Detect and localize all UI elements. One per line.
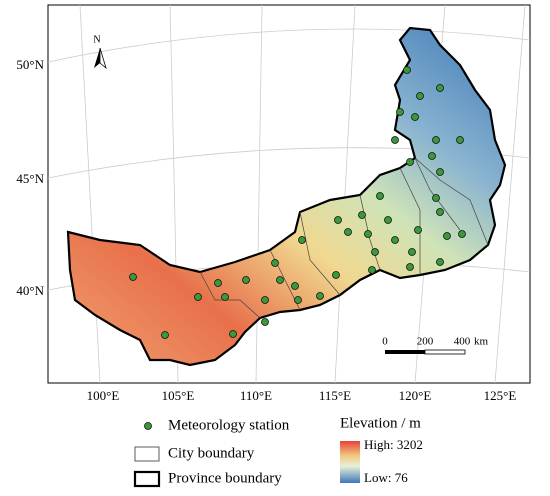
legend-label: Province boundary bbox=[168, 470, 282, 486]
elevation-colorbar bbox=[340, 441, 360, 483]
legend-label: City boundary bbox=[168, 445, 255, 461]
scale-label: 200 bbox=[417, 336, 434, 348]
elevation-high: High: 3202 bbox=[364, 437, 423, 452]
lon-label: 120°E bbox=[399, 388, 432, 403]
north-label: N bbox=[93, 34, 100, 45]
north-arrow: N bbox=[93, 34, 107, 70]
scale-unit: km bbox=[474, 336, 489, 348]
elevation-low: Low: 76 bbox=[364, 470, 408, 485]
lon-label: 115°E bbox=[319, 388, 351, 403]
scale-label: 0 bbox=[382, 336, 388, 348]
legend-label: Meteorology station bbox=[168, 417, 290, 433]
lon-label: 100°E bbox=[87, 388, 120, 403]
legend-city-symbol bbox=[134, 446, 160, 462]
lon-label: 105°E bbox=[162, 388, 195, 403]
legend: Meteorology station City boundary Provin… bbox=[133, 417, 290, 488]
province-region bbox=[66, 26, 507, 367]
elevation-title: Elevation / m bbox=[340, 415, 421, 431]
scale-label: 400 bbox=[454, 336, 471, 348]
legend-province-symbol bbox=[133, 470, 161, 488]
station-markers bbox=[129, 66, 466, 339]
lat-label: 50°N bbox=[16, 57, 44, 72]
scale-bar: 0 200 400 km bbox=[382, 336, 489, 355]
lon-label: 110°E bbox=[240, 388, 272, 403]
legend-station-symbol bbox=[144, 422, 152, 430]
lat-label: 45°N bbox=[16, 171, 44, 186]
lat-label: 40°N bbox=[16, 283, 44, 298]
lon-label: 125°E bbox=[484, 388, 517, 403]
elevation-legend: Elevation / m High: 3202 Low: 76 bbox=[340, 415, 423, 485]
